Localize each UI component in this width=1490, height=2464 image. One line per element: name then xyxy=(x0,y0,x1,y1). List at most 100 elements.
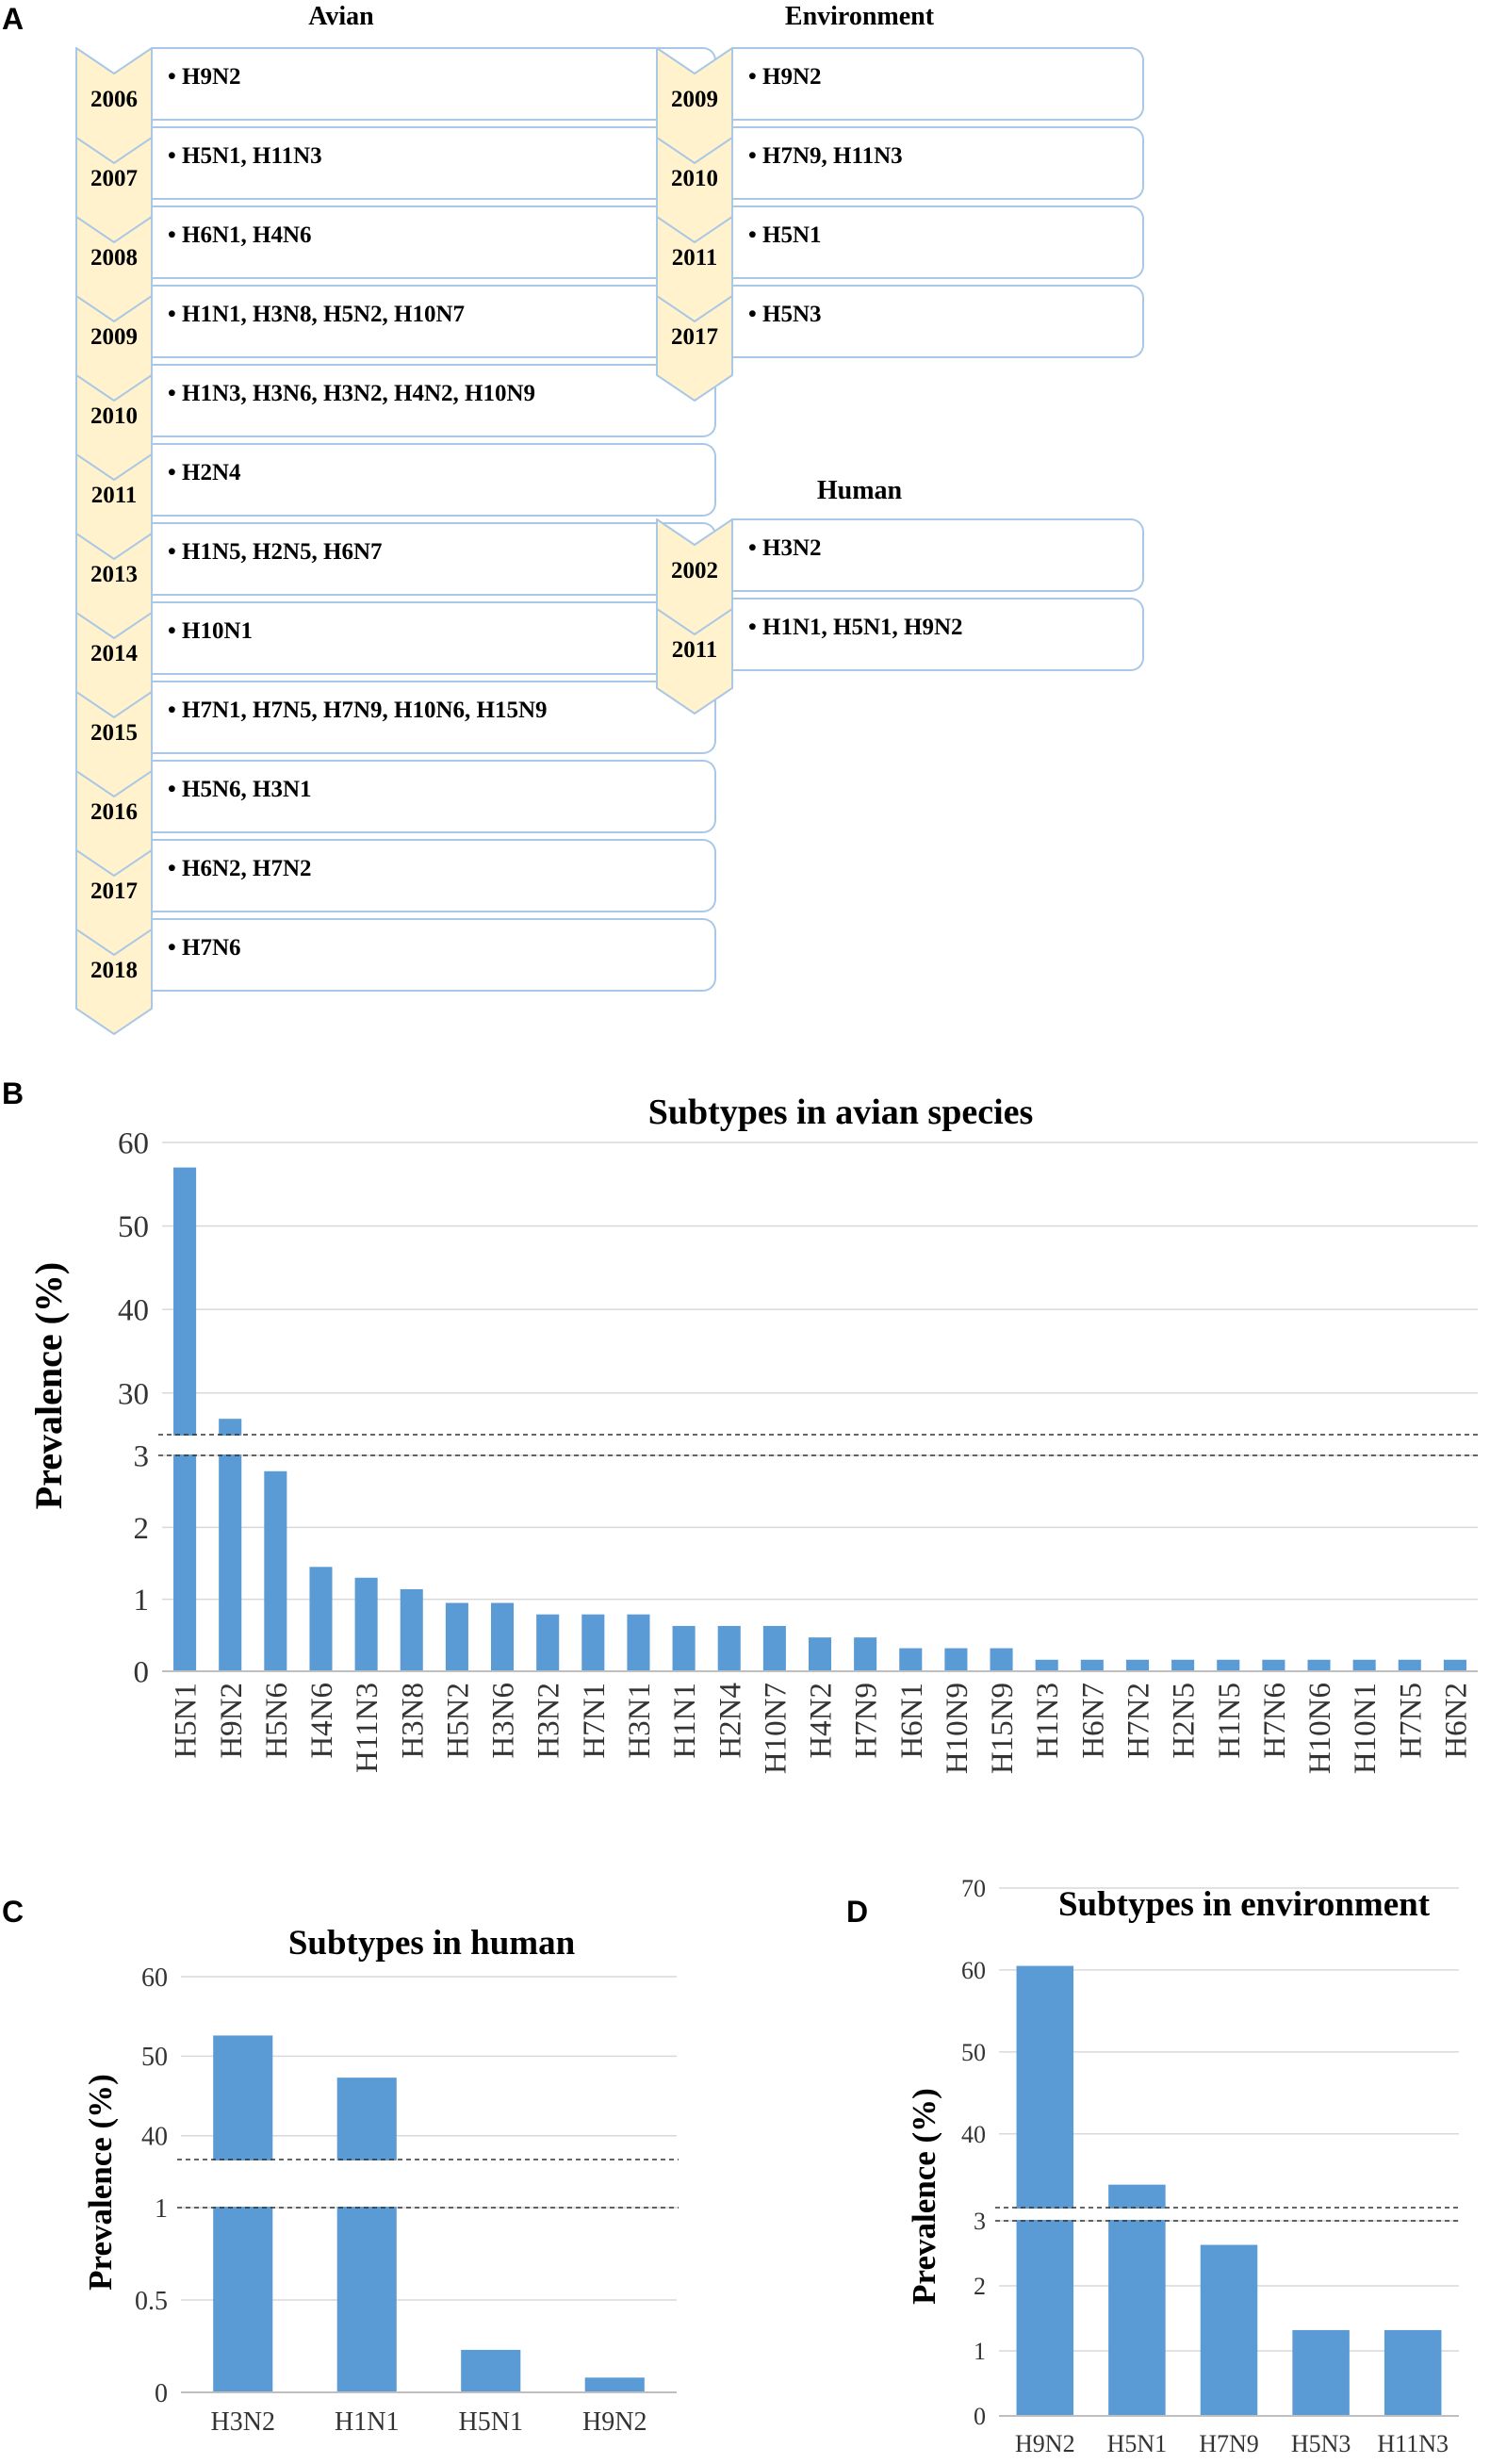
subtype-list: • H3N2 xyxy=(748,535,822,561)
avian-bar xyxy=(899,1648,923,1671)
environment-bar xyxy=(1016,1965,1074,2416)
avian-bar xyxy=(762,1625,786,1671)
avian-bar xyxy=(400,1588,423,1671)
subtype-list: • H9N2 xyxy=(748,64,822,90)
subtype-list: • H1N1, H5N1, H9N2 xyxy=(748,615,963,640)
subtype-box: • H5N1 xyxy=(733,205,1144,279)
subtype-box: • H5N6, H3N1 xyxy=(153,760,716,833)
subtype-box: • H9N2 xyxy=(153,47,716,121)
environment-x-tick-label: H5N3 xyxy=(1291,2430,1351,2457)
avian-timeline-row: 2018 • H7N6 xyxy=(75,918,716,1035)
year-label: 2016 xyxy=(90,799,138,825)
environment-timeline-row: 2011 • H5N1 xyxy=(656,205,1144,322)
avian-x-tick-label: H7N9 xyxy=(850,1683,884,1759)
human-axis-break-gap xyxy=(177,2160,680,2207)
avian-timeline-row: 2014 • H10N1 xyxy=(75,601,716,718)
avian-bar xyxy=(1443,1659,1466,1671)
subtype-list: • H9N2 xyxy=(168,64,241,90)
avian-bar xyxy=(1171,1659,1195,1671)
avian-timeline-row: 2017 • H6N2, H7N2 xyxy=(75,839,716,956)
avian-x-tick-label: H5N6 xyxy=(260,1683,294,1759)
avian-x-tick-label: H1N1 xyxy=(668,1683,702,1759)
avian-y-tick-label: 50 xyxy=(118,1210,149,1244)
year-label: 2011 xyxy=(671,637,718,663)
avian-chart-title: Subtypes in avian species xyxy=(648,1092,1034,1132)
human-timeline-row: 2011 • H1N1, H5N1, H9N2 xyxy=(656,598,1144,715)
avian-bar xyxy=(1398,1659,1421,1671)
subtype-box: • H1N3, H3N6, H3N2, H4N2, H10N9 xyxy=(153,364,716,437)
avian-x-tick-label: H7N2 xyxy=(1122,1683,1156,1759)
year-label: 2011 xyxy=(671,245,718,271)
subtype-list: • H2N4 xyxy=(168,460,241,485)
avian-y-tick-label: 60 xyxy=(118,1127,149,1161)
environment-x-tick-label: H5N1 xyxy=(1107,2430,1168,2457)
avian-bar xyxy=(944,1648,968,1671)
year-chevron xyxy=(656,47,733,164)
environment-axis-break-gap xyxy=(995,2209,1463,2220)
avian-timeline-row: 2007 • H5N1, H11N3 xyxy=(75,126,716,243)
year-label: 2011 xyxy=(90,483,138,508)
environment-timeline-row: 2009 • H9N2 xyxy=(656,47,1144,164)
avian-x-tick-label: H7N1 xyxy=(578,1683,612,1759)
avian-bar xyxy=(173,1167,197,1671)
subtype-list: • H5N3 xyxy=(748,302,822,327)
environment-y-tick-label: 1 xyxy=(974,2338,986,2365)
avian-x-tick-label: H1N3 xyxy=(1031,1683,1065,1759)
year-label: 2013 xyxy=(90,562,138,587)
subtype-box: • H6N1, H4N6 xyxy=(153,205,716,279)
avian-x-tick-label: H10N1 xyxy=(1349,1683,1383,1774)
avian-x-tick-label: H5N2 xyxy=(441,1683,475,1759)
avian-bar xyxy=(1125,1659,1149,1671)
year-label: 2009 xyxy=(90,324,138,350)
environment-timeline-title: Environment xyxy=(784,2,935,31)
avian-bar xyxy=(309,1567,333,1671)
subtype-box: • H6N2, H7N2 xyxy=(153,839,716,912)
avian-timeline-row: 2006 • H9N2 xyxy=(75,47,716,164)
avian-x-tick-label: H11N3 xyxy=(351,1683,385,1773)
year-label: 2008 xyxy=(90,245,138,271)
human-bar xyxy=(584,2377,645,2392)
environment-x-tick-label: H9N2 xyxy=(1015,2430,1075,2457)
avian-timeline-row: 2011 • H2N4 xyxy=(75,443,716,560)
human-y-tick-label: 0 xyxy=(155,2379,168,2408)
avian-x-tick-label: H1N5 xyxy=(1213,1683,1247,1759)
avian-y-tick-label: 0 xyxy=(134,1656,150,1690)
human-y-axis-label: Prevalence (%) xyxy=(82,2074,119,2291)
subtype-box: • H9N2 xyxy=(733,47,1144,121)
human-y-tick-label: 50 xyxy=(141,2043,168,2072)
human-x-tick-label: H1N1 xyxy=(335,2407,399,2437)
avian-x-tick-label: H4N6 xyxy=(305,1683,339,1759)
human-y-tick-label: 40 xyxy=(141,2122,168,2151)
avian-y-axis-label: Prevalence (%) xyxy=(27,1262,70,1509)
year-label: 2010 xyxy=(671,166,718,191)
subtype-list: • H6N1, H4N6 xyxy=(168,222,312,248)
human-bar xyxy=(213,2035,273,2392)
avian-bar xyxy=(354,1577,378,1671)
subtype-list: • H7N1, H7N5, H7N9, H10N6, H15N9 xyxy=(168,698,548,723)
human-x-tick-label: H9N2 xyxy=(582,2407,647,2437)
avian-axis-break-gap xyxy=(158,1436,1482,1454)
avian-y-tick-label: 1 xyxy=(134,1584,150,1618)
avian-x-tick-label: H3N1 xyxy=(623,1683,657,1759)
year-chevron xyxy=(656,518,733,635)
avian-bar xyxy=(990,1648,1013,1671)
year-label: 2015 xyxy=(90,720,138,746)
avian-x-tick-label: H2N4 xyxy=(713,1683,747,1759)
avian-x-tick-label: H10N9 xyxy=(941,1683,974,1774)
avian-x-tick-label: H2N5 xyxy=(1168,1683,1202,1759)
avian-x-tick-label: H6N2 xyxy=(1439,1683,1473,1759)
avian-bar xyxy=(808,1637,832,1671)
avian-bar xyxy=(581,1614,605,1671)
environment-y-tick-label: 0 xyxy=(974,2403,986,2430)
avian-y-tick-label: 3 xyxy=(134,1440,150,1474)
avian-timeline-row: 2015 • H7N1, H7N5, H7N9, H10N6, H15N9 xyxy=(75,681,716,797)
avian-timeline-row: 2009 • H1N1, H3N8, H5N2, H10N7 xyxy=(75,285,716,402)
environment-bar xyxy=(1384,2329,1442,2416)
avian-timeline-title: Avian xyxy=(308,2,374,31)
avian-bar xyxy=(854,1637,877,1671)
avian-timeline-row: 2016 • H5N6, H3N1 xyxy=(75,760,716,877)
avian-bar xyxy=(536,1614,560,1671)
panel-label-a: A xyxy=(2,2,25,36)
environment-bar xyxy=(1200,2244,1258,2416)
